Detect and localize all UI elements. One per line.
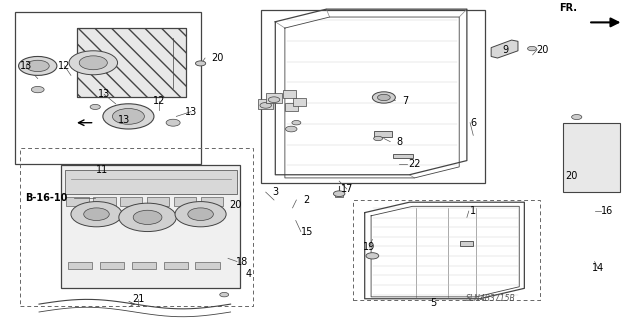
Circle shape (90, 104, 100, 109)
Text: 21: 21 (132, 294, 144, 304)
Bar (353, 200, 540, 300)
Circle shape (69, 51, 118, 75)
Text: 20: 20 (536, 45, 548, 55)
Bar (164, 262, 188, 270)
Bar (335, 194, 343, 197)
Text: 3: 3 (272, 187, 278, 197)
Text: 19: 19 (363, 242, 375, 252)
Text: 15: 15 (301, 226, 314, 237)
Polygon shape (491, 40, 518, 58)
Circle shape (195, 61, 205, 66)
Circle shape (166, 119, 180, 126)
Bar (65, 170, 237, 194)
Circle shape (119, 203, 176, 232)
Bar (61, 165, 240, 288)
Text: 20: 20 (564, 171, 577, 181)
Text: 16: 16 (601, 206, 614, 216)
Circle shape (260, 102, 271, 108)
Circle shape (84, 208, 109, 220)
Text: 11: 11 (95, 165, 108, 175)
Circle shape (285, 126, 297, 132)
Text: 18: 18 (236, 256, 248, 266)
Text: 20: 20 (212, 53, 224, 63)
Text: 22: 22 (408, 159, 420, 169)
Bar (261, 10, 484, 183)
Text: 13: 13 (185, 107, 197, 117)
Circle shape (374, 136, 383, 141)
Text: B-16-10: B-16-10 (26, 193, 68, 204)
Circle shape (113, 108, 145, 124)
Text: 13: 13 (98, 89, 110, 99)
Text: 13: 13 (20, 61, 33, 71)
Bar (68, 262, 92, 270)
Text: 12: 12 (153, 96, 165, 106)
Circle shape (220, 293, 228, 297)
Bar (15, 12, 201, 164)
Bar (20, 148, 253, 306)
Text: 13: 13 (118, 115, 130, 124)
Text: 14: 14 (591, 263, 604, 273)
Bar (393, 154, 413, 158)
Circle shape (268, 97, 280, 102)
Circle shape (292, 121, 301, 125)
Bar (67, 197, 89, 206)
Circle shape (103, 104, 154, 129)
Text: 6: 6 (470, 118, 476, 128)
Text: 9: 9 (502, 45, 508, 55)
Text: SLN4B3715B: SLN4B3715B (466, 294, 515, 303)
Circle shape (372, 92, 396, 103)
Text: 12: 12 (58, 61, 71, 71)
Bar (285, 103, 298, 111)
Circle shape (79, 56, 108, 70)
Bar (374, 131, 392, 137)
Text: 17: 17 (340, 184, 353, 194)
Text: 2: 2 (303, 195, 309, 205)
Bar (120, 197, 143, 206)
Text: 4: 4 (245, 269, 252, 279)
Circle shape (133, 210, 162, 225)
Bar (266, 93, 282, 103)
Bar (77, 28, 186, 98)
Circle shape (527, 46, 536, 51)
Circle shape (19, 56, 57, 75)
Text: 5: 5 (431, 298, 436, 308)
Bar (200, 197, 223, 206)
Circle shape (333, 191, 345, 197)
Circle shape (188, 208, 213, 220)
Bar (461, 241, 473, 246)
Circle shape (366, 253, 379, 259)
Text: 8: 8 (397, 137, 403, 147)
Bar (283, 90, 296, 98)
Bar (147, 197, 170, 206)
Circle shape (572, 115, 582, 120)
Bar (93, 197, 116, 206)
Bar (132, 262, 156, 270)
Bar (258, 99, 273, 108)
Text: 20: 20 (230, 200, 242, 210)
Text: 7: 7 (403, 96, 409, 106)
Circle shape (31, 86, 44, 93)
Text: 1: 1 (470, 206, 476, 216)
Bar (293, 98, 306, 106)
Bar (195, 262, 220, 270)
Bar (563, 123, 620, 192)
Bar (100, 262, 124, 270)
Circle shape (378, 94, 390, 100)
Bar (173, 197, 196, 206)
Circle shape (175, 202, 226, 227)
Circle shape (71, 202, 122, 227)
Text: FR.: FR. (559, 3, 577, 13)
Circle shape (26, 60, 49, 71)
Bar (77, 28, 186, 98)
